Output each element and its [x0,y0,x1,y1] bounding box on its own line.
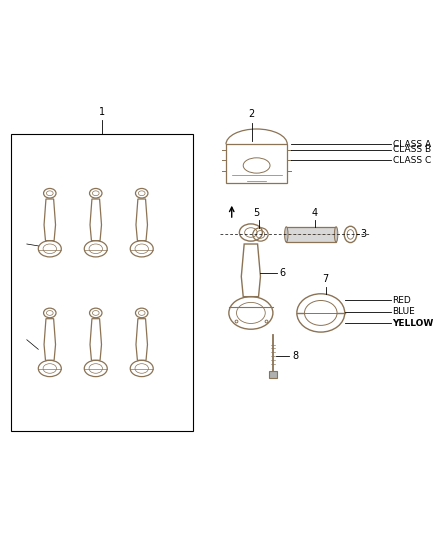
Text: CLASS A: CLASS A [392,140,431,149]
Text: 8: 8 [292,351,298,361]
Bar [268,372,277,378]
Text: 5: 5 [254,208,260,218]
Text: BLUE: BLUE [392,308,415,317]
Text: 3: 3 [360,229,366,239]
Bar [296,292,346,313]
Ellipse shape [334,227,338,242]
Bar [226,144,287,183]
Bar [11,134,194,431]
Text: 6: 6 [279,268,286,278]
Text: 4: 4 [312,208,318,218]
Text: CLASS B: CLASS B [392,146,431,155]
Text: RED: RED [392,296,411,305]
Bar [286,227,336,242]
Text: CLASS C: CLASS C [392,156,431,165]
Text: 7: 7 [322,274,328,284]
Text: YELLOW: YELLOW [392,319,434,328]
Text: 1: 1 [99,107,106,117]
Text: 2: 2 [249,109,255,119]
Ellipse shape [285,227,288,242]
